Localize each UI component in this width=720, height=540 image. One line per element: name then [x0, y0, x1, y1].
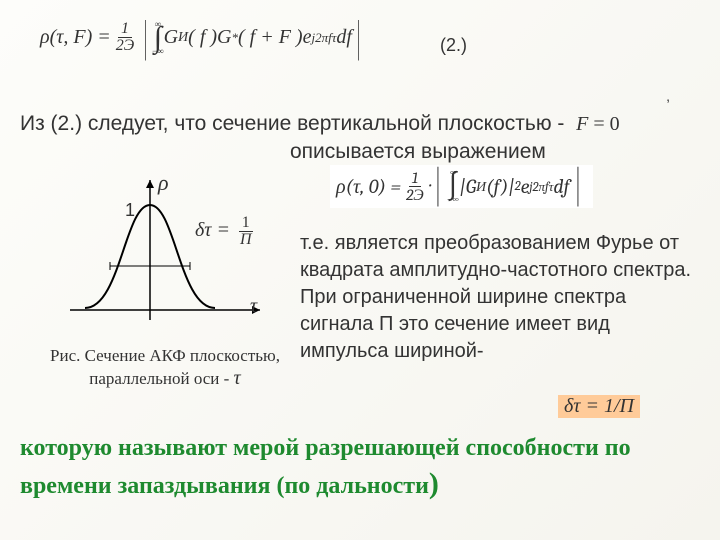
f2-frac-n: 1 — [409, 170, 421, 187]
fig-cap-tau: τ — [234, 367, 241, 389]
derived-formula: ρ(τ, 0) = 1 2Э · | ∞ ∫ −∞ |GИ (f)|2 ej2π… — [330, 165, 593, 208]
f2-lhs: ρ(τ, 0) = — [336, 175, 401, 199]
sentence-2: описывается выражением — [290, 140, 546, 164]
f2-int-bot: −∞ — [447, 196, 460, 204]
delta-tau-lhs: δτ = — [195, 219, 230, 241]
f1-frac-d: 2Э — [113, 38, 137, 54]
f2-g2: (f)| — [486, 175, 515, 198]
f1-lhs: ρ(τ, F) = — [40, 26, 111, 49]
acf-figure: ρ 1 τ δτ = 1 П Рис. Сечение АКФ плоскост… — [50, 170, 280, 390]
sentence-1-text: Из (2.) следует, что сечение вертикально… — [20, 112, 564, 135]
f2-exp: j2πfτ — [529, 179, 553, 195]
tau-axis-label: τ — [250, 295, 257, 318]
trailing-comma: , — [666, 88, 670, 104]
equation-label: (2.) — [440, 35, 467, 56]
f1-g1: G — [164, 26, 178, 49]
delta-tau-formula: δτ = 1 П — [195, 215, 257, 248]
main-formula: ρ(τ, F) = 1 2Э | ∞ ∫ −∞ GИ ( f )G* ( f +… — [40, 20, 365, 55]
dt-frac-n: 1 — [239, 215, 253, 232]
figure-caption: Рис. Сечение АКФ плоскостью, параллельно… — [50, 346, 280, 390]
rho-label: ρ — [158, 170, 169, 196]
explanation-paragraph: т.е. является преобразованием Фурье от к… — [300, 230, 700, 365]
f2-g: |G — [460, 175, 476, 198]
f-val: = 0 — [588, 113, 619, 135]
f1-exp: j2πfτ — [311, 30, 336, 46]
f1-tail2: df — [336, 26, 352, 49]
fig-cap-2: параллельной оси - — [89, 369, 229, 388]
green-main: которую называют мерой разрешающей спосо… — [20, 435, 631, 499]
sentence-1: Из (2.) следует, что сечение вертикально… — [20, 112, 620, 136]
f1-mid: ( f )G — [188, 26, 231, 49]
peak-label: 1 — [125, 200, 135, 221]
f1-int-bot: −∞ — [152, 47, 164, 55]
fig-cap-1: Рис. Сечение АКФ плоскостью, — [50, 346, 280, 365]
f2-tail: df — [553, 175, 569, 198]
f1-g1-sub: И — [178, 30, 188, 46]
delta-tau-highlight: δτ = 1/П — [558, 395, 640, 418]
f1-tail1: ( f + F )e — [238, 26, 311, 49]
conclusion-text: которую называют мерой разрешающей спосо… — [20, 432, 700, 505]
f2-g-sub: И — [476, 178, 486, 196]
f1-frac-n: 1 — [118, 21, 132, 38]
green-paren: ) — [429, 467, 439, 500]
f-var: F — [576, 113, 588, 135]
dt-frac-d: П — [237, 232, 255, 248]
f2-frac-d: 2Э — [403, 187, 427, 203]
